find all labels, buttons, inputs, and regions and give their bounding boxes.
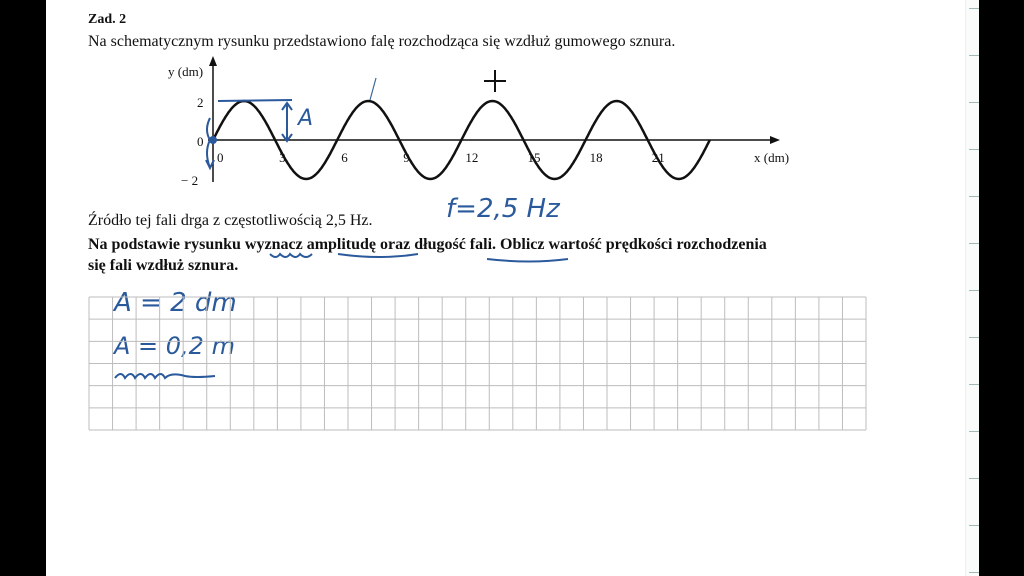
strip-tick: [969, 196, 979, 197]
x-tick-label: 9: [403, 150, 410, 165]
strip-tick: [969, 384, 979, 385]
handwritten-amplitude-label: A: [298, 106, 314, 131]
handwritten-frequency: f=2,5 Hz: [446, 194, 560, 224]
amplitude-arrow: [281, 101, 293, 143]
strip-tick: [969, 243, 979, 244]
strip-tick: [969, 149, 979, 150]
underline-wyznacz: [269, 252, 313, 258]
question-line-1: Na podstawie rysunku wyznacz amplitudę o…: [88, 236, 767, 253]
x-tick-label: 18: [589, 150, 603, 165]
x-tick-label: 3: [279, 150, 286, 165]
strip-tick: [969, 55, 979, 56]
x-tick-label: 0: [217, 150, 224, 165]
handwritten-marks: [114, 77, 569, 380]
amplitude-top-line: [217, 99, 293, 102]
handwritten-answer-1: A = 2 dm: [114, 288, 237, 318]
underline-amplitude: [337, 253, 419, 258]
y-tick-minus2: − 2: [181, 173, 199, 188]
y-axis-arrow: [209, 56, 217, 66]
document-page: Zad. 2 Na schematycznym rysunku przedsta…: [46, 0, 978, 576]
pen-stroke: [369, 77, 377, 101]
task-intro: Na schematycznym rysunku przedstawiono f…: [88, 33, 676, 50]
strip-tick: [969, 431, 979, 432]
handwritten-answer-2: A = 0,2 m: [114, 332, 235, 360]
strip-tick: [969, 525, 979, 526]
plus-mark: [484, 70, 506, 92]
strip-tick: [969, 290, 979, 291]
strip-tick: [969, 102, 979, 103]
x-axis-label: x (dm): [754, 150, 790, 165]
wave-curve: [211, 99, 711, 181]
strip-tick: [969, 478, 979, 479]
source-text: Źródło tej fali drga z częstotliwością 2…: [88, 212, 373, 229]
x-tick-label: 12: [465, 150, 479, 165]
question-line-2: się fali wzdłuż sznura.: [88, 257, 239, 274]
x-axis-arrow: [770, 136, 780, 144]
answer-grid: [88, 296, 867, 431]
task-number: Zad. 2: [88, 12, 127, 27]
underline-dlugosc: [486, 258, 569, 263]
y-axis-label: y (dm): [168, 64, 204, 79]
origin-dot: [209, 136, 217, 144]
strip-tick: [969, 8, 979, 9]
strip-tick: [969, 337, 979, 338]
x-tick-label: 6: [341, 150, 348, 165]
strip-tick: [969, 572, 979, 573]
y-tick-0: 0: [197, 134, 204, 149]
wavy-underline: [114, 373, 216, 380]
side-strip: [965, 0, 979, 576]
y-tick-2: 2: [197, 95, 204, 110]
